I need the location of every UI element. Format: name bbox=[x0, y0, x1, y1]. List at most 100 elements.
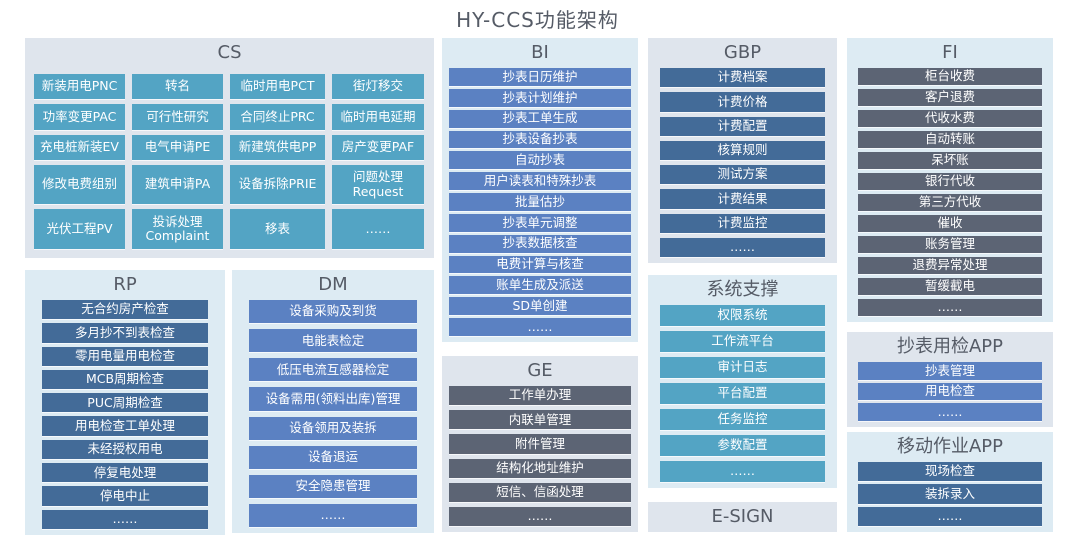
cs-module-item: 可行性研究 bbox=[132, 104, 223, 130]
cs-module-item: 临时用电PCT bbox=[230, 74, 325, 100]
app1-panel-title: 抄表用检APP bbox=[896, 336, 1004, 357]
gbp-module-item: 计费配置 bbox=[660, 116, 825, 136]
bi-module-item: 抄表工单生成 bbox=[449, 109, 631, 128]
cs-module-item: 临时用电延期 bbox=[332, 104, 424, 130]
fi-module-item: 代收水费 bbox=[858, 110, 1042, 127]
app2-item-list: 现场检查 装拆录入…… bbox=[858, 462, 1042, 526]
gbp-panel-title: GBP bbox=[723, 42, 762, 63]
dm-module-item: 低压电流互感器检定 bbox=[249, 358, 417, 382]
bi-module-item: 抄表设备抄表 bbox=[449, 130, 631, 149]
cs-module-item: 功率变更PAC bbox=[34, 104, 125, 130]
panel-meter-inspection-app: 抄表用检APP 抄表管理用电检查 …… bbox=[847, 332, 1053, 427]
panel-esign: E-SIGN bbox=[648, 502, 837, 532]
bi-module-item: 用户读表和特殊抄表 bbox=[449, 172, 631, 191]
cs-module-item: 充电桩新装EV bbox=[34, 134, 125, 160]
app1-module-item: 抄表管理 bbox=[858, 362, 1042, 380]
fi-module-item: 退费异常处理 bbox=[858, 257, 1042, 274]
cs-module-item: 新装用电PNC bbox=[34, 74, 125, 100]
panel-mobile-work-app: 移动作业APP 现场检查 装拆录入…… bbox=[847, 432, 1053, 532]
esign-panel-title: E-SIGN bbox=[711, 506, 774, 527]
ge-module-item: 内联单管理 bbox=[449, 410, 631, 430]
cs-module-item: …… bbox=[332, 209, 424, 249]
dm-module-item: 安全隐患管理 bbox=[249, 474, 417, 498]
gbp-item-list: 计费档案 计费价格 计费配置 核算规则 测试方案 计费结果 计费监控 …… bbox=[660, 68, 825, 257]
fi-module-item: 催收 bbox=[858, 215, 1042, 232]
dm-panel-title: DM bbox=[318, 274, 348, 295]
sys-module-item: 参数配置 bbox=[660, 435, 825, 456]
fi-panel-title: FI bbox=[942, 42, 958, 63]
panel-gbp: GBP 计费档案 计费价格 计费配置 核算规则 测试方案 计费结果 计费监控 …… bbox=[648, 38, 837, 263]
rp-panel-title: RP bbox=[113, 274, 137, 295]
rp-module-item: MCB周期检查 bbox=[42, 369, 208, 390]
rp-module-item: 无合约房产检查 bbox=[42, 300, 208, 320]
bi-panel-title: BI bbox=[531, 42, 549, 63]
app1-item-list: 抄表管理用电检查 …… bbox=[858, 362, 1042, 422]
fi-module-item: 呆坏账 bbox=[858, 152, 1042, 169]
cs-module-item: 修改电费组别 bbox=[34, 164, 125, 205]
sys-module-item: 任务监控 bbox=[660, 409, 825, 430]
cs-module-item: 设备拆除PRIE bbox=[230, 164, 325, 205]
app2-module-item: 现场检查 bbox=[858, 462, 1042, 482]
sys-module-item: 权限系统 bbox=[660, 305, 825, 326]
rp-module-item: …… bbox=[42, 509, 208, 529]
gbp-module-item: 计费监控 bbox=[660, 213, 825, 233]
ge-module-item: 工作单办理 bbox=[449, 386, 631, 406]
ge-module-item: 短信、信函处理 bbox=[449, 482, 631, 502]
ge-module-item: 附件管理 bbox=[449, 434, 631, 454]
fi-module-item: 柜台收费 bbox=[858, 68, 1042, 85]
cs-module-item: 投诉处理 Complaint bbox=[132, 209, 223, 249]
fi-module-item: 银行代收 bbox=[858, 173, 1042, 190]
cs-item-list: 新装用电PNC 转名 临时用电PCT 街灯移交功率变更PAC 可行性研究 合同终止PRC 临… bbox=[34, 74, 425, 249]
gbp-module-item: 计费档案 bbox=[660, 68, 825, 88]
bi-module-item: 抄表单元调整 bbox=[449, 213, 631, 232]
bi-module-item: SD单创建 bbox=[449, 297, 631, 316]
fi-module-item: 客户退费 bbox=[858, 89, 1042, 106]
cs-module-item: 合同终止PRC bbox=[230, 104, 325, 130]
dm-module-item: 设备退运 bbox=[249, 445, 417, 469]
dm-module-item: 电能表检定 bbox=[249, 329, 417, 353]
panel-dm: DM 设备采购及到货 电能表检定 低压电流互感器检定 设备需用(领料出库)管理 设备领用及… bbox=[232, 270, 434, 533]
app2-module-item: 装拆录入 bbox=[858, 484, 1042, 504]
cs-module-item: 建筑申请PA bbox=[132, 164, 223, 205]
panel-ge: GE 工作单办理内联单管理附件管理结构化地址维护 短信、信函处理 …… bbox=[442, 356, 638, 532]
app1-module-item: …… bbox=[858, 403, 1042, 422]
panel-system-support: 系统支撑 权限系统 工作流平台 审计日志 平台配置 任务监控 参数配置 …… bbox=[648, 275, 837, 488]
rp-module-item: 未经授权用电 bbox=[42, 439, 208, 460]
gbp-module-item: …… bbox=[660, 237, 825, 257]
ge-module-item: 结构化地址维护 bbox=[449, 458, 631, 478]
dm-module-item: 设备领用及装拆 bbox=[249, 416, 417, 440]
fi-module-item: 账务管理 bbox=[858, 236, 1042, 253]
dm-item-list: 设备采购及到货 电能表检定 低压电流互感器检定 设备需用(领料出库)管理 设备领用及装拆… bbox=[249, 300, 417, 527]
fi-module-item: 自动转账 bbox=[858, 131, 1042, 148]
rp-module-item: 多月抄不到表检查 bbox=[42, 323, 208, 343]
sys-module-item: 审计日志 bbox=[660, 357, 825, 378]
rp-module-item: PUC周期检查 bbox=[42, 393, 208, 413]
cs-module-item: 光伏工程PV bbox=[34, 209, 125, 249]
cs-module-item: 新建筑供电PP bbox=[230, 134, 325, 160]
gbp-module-item: 计费价格 bbox=[660, 92, 825, 112]
sys-module-item: 平台配置 bbox=[660, 383, 825, 404]
bi-module-item: 抄表数据核查 bbox=[449, 234, 631, 253]
bi-module-item: 抄表计划维护 bbox=[449, 88, 631, 107]
app1-module-item: 用电检查 bbox=[858, 382, 1042, 401]
ge-panel-title: GE bbox=[527, 360, 553, 381]
bi-module-item: 批量估抄 bbox=[449, 193, 631, 211]
rp-module-item: 零用电量用电检查 bbox=[42, 346, 208, 366]
fi-item-list: 柜台收费客户退费代收水费自动转账呆坏账银行代收第三方代收催收账务管理退费异常处理… bbox=[858, 68, 1042, 316]
rp-module-item: 停复电处理 bbox=[42, 463, 208, 483]
cs-module-item: 转名 bbox=[132, 74, 223, 100]
gbp-module-item: 计费结果 bbox=[660, 189, 825, 209]
panel-bi: BI 抄表日历维护 抄表计划维护 抄表工单生成 抄表设备抄表 自动抄表 用户读表和特殊抄表批… bbox=[442, 38, 638, 342]
rp-item-list: 无合约房产检查 多月抄不到表检查 零用电量用电检查 MCB周期检查 PUC周期检查 用电检… bbox=[42, 300, 208, 529]
fi-module-item: 暂缓截电 bbox=[858, 278, 1042, 295]
cs-module-item: 街灯移交 bbox=[332, 74, 424, 100]
sys-module-item: …… bbox=[660, 461, 825, 482]
dm-module-item: 设备需用(领料出库)管理 bbox=[249, 387, 417, 411]
bi-module-item: 抄表日历维护 bbox=[449, 68, 631, 86]
fi-module-item: 第三方代收 bbox=[858, 194, 1042, 211]
gbp-module-item: 核算规则 bbox=[660, 140, 825, 160]
panel-fi: FI 柜台收费客户退费代收水费自动转账呆坏账银行代收第三方代收催收账务管理退费异常… bbox=[847, 38, 1053, 322]
bi-module-item: …… bbox=[449, 318, 631, 336]
ge-module-item: …… bbox=[449, 506, 631, 527]
page-title: HY-CCS功能架构 bbox=[456, 8, 619, 32]
